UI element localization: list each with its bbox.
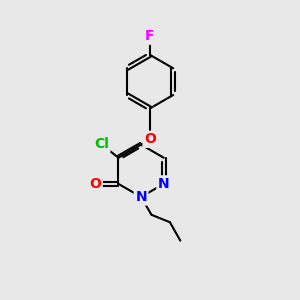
Text: O: O <box>89 177 101 191</box>
Text: N: N <box>158 177 170 191</box>
Text: Cl: Cl <box>94 137 109 152</box>
Text: F: F <box>145 29 155 43</box>
Text: N: N <box>135 190 147 204</box>
Text: O: O <box>144 132 156 146</box>
